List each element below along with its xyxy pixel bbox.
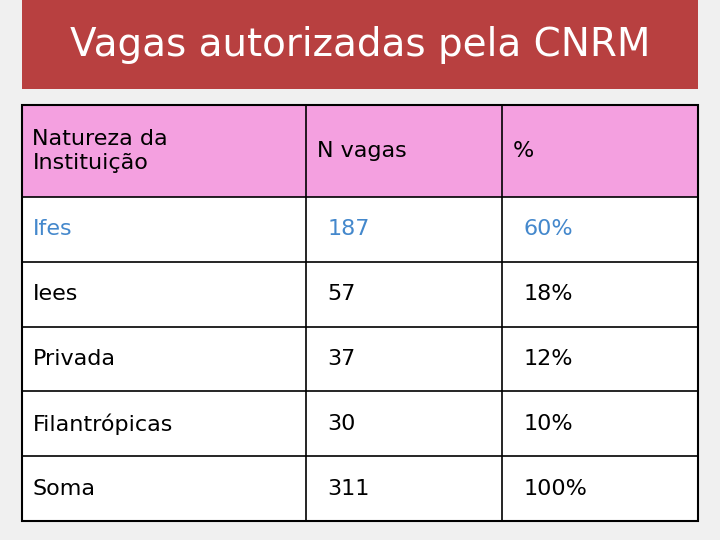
FancyBboxPatch shape [22,197,698,262]
FancyBboxPatch shape [22,456,698,521]
Text: 311: 311 [328,478,370,498]
Text: %: % [513,141,534,161]
Text: 12%: 12% [523,349,573,369]
Text: Iees: Iees [32,284,78,304]
Text: 60%: 60% [523,219,573,239]
Text: N vagas: N vagas [317,141,406,161]
Text: Ifes: Ifes [32,219,72,239]
FancyBboxPatch shape [22,0,698,89]
Text: Natureza da
Instituição: Natureza da Instituição [32,130,168,173]
Text: 30: 30 [328,414,356,434]
Text: 100%: 100% [523,478,588,498]
FancyBboxPatch shape [22,392,698,456]
Text: Privada: Privada [32,349,115,369]
FancyBboxPatch shape [22,105,698,197]
Text: 57: 57 [328,284,356,304]
Text: 10%: 10% [523,414,573,434]
Text: Vagas autorizadas pela CNRM: Vagas autorizadas pela CNRM [70,25,650,64]
FancyBboxPatch shape [22,327,698,392]
Text: 18%: 18% [523,284,573,304]
Text: Filantrópicas: Filantrópicas [32,413,173,435]
Text: 37: 37 [328,349,356,369]
Text: Soma: Soma [32,478,95,498]
FancyBboxPatch shape [22,262,698,327]
Text: 187: 187 [328,219,370,239]
